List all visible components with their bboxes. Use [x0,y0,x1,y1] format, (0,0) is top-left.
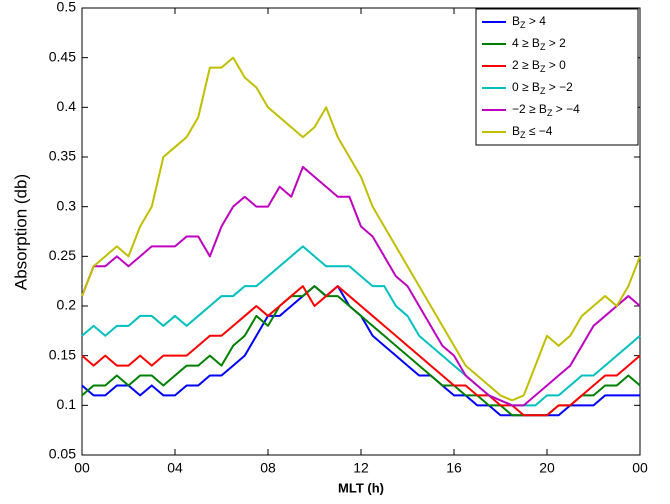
y-tick-label: 0.35 [49,148,76,164]
y-tick-label: 0.25 [49,247,76,263]
y-tick-label: 0.4 [57,98,77,114]
y-tick-label: 0.1 [57,396,77,412]
series-line [81,245,641,407]
y-axis-label: Absorption (db) [11,174,30,290]
x-tick-label: 04 [167,460,183,476]
x-tick-label: 00 [632,460,648,476]
x-tick-label: 16 [446,460,462,476]
series-line [81,56,641,402]
legend-label: BZ ≤ −4 [512,124,553,140]
x-tick-label: 20 [539,460,555,476]
series-line [81,165,641,407]
legend-label: 4 ≥ BZ > 2 [512,36,566,52]
y-tick-label: 0.15 [49,346,76,362]
y-tick-label: 0.3 [57,197,77,213]
legend-label: 0 ≥ BZ > −2 [512,80,573,96]
y-tick-label: 0.05 [49,446,76,462]
x-tick-label: 00 [74,460,90,476]
y-tick-label: 0.5 [57,0,77,15]
x-tick-label: 12 [353,460,369,476]
legend-label: −2 ≥ BZ > −4 [512,102,580,118]
y-tick-label: 0.45 [49,48,76,64]
y-tick-label: 0.2 [57,297,77,313]
series-line [81,285,641,417]
x-tick-label: 08 [260,460,276,476]
x-axis-label: MLT (h) [338,480,384,495]
legend-label: BZ > 4 [512,14,546,30]
legend-box [475,8,639,146]
legend-label: 2 ≥ BZ > 0 [512,58,566,74]
